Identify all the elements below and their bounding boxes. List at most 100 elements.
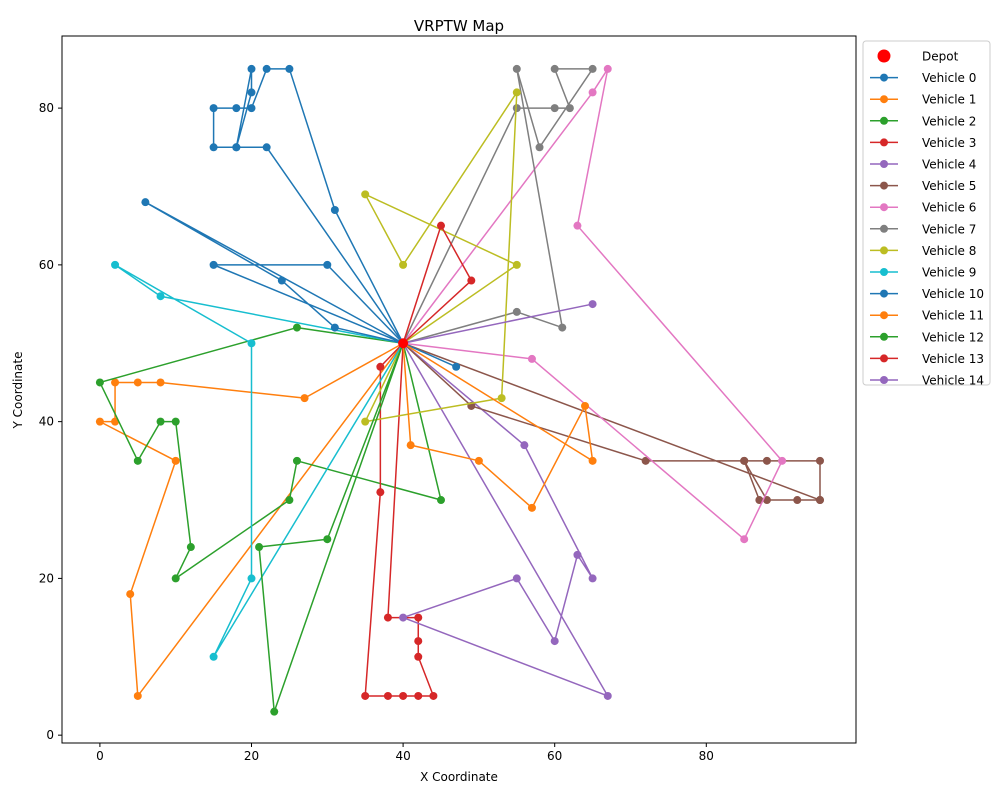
stop-point xyxy=(414,652,423,661)
legend-marker-swatch xyxy=(880,311,888,320)
stop-point xyxy=(512,64,521,73)
stop-point xyxy=(399,691,408,700)
legend-marker-swatch xyxy=(880,181,888,190)
plot-area xyxy=(95,64,824,716)
legend: Depot Vehicle 0 Vehicle 1 Vehicle 2 Vehicle … xyxy=(862,40,991,388)
stop-point xyxy=(209,104,218,113)
series-vehicle-8 xyxy=(361,88,521,426)
stop-point xyxy=(111,260,120,269)
stop-point xyxy=(535,143,544,152)
x-tick-label: 20 xyxy=(244,749,259,763)
legend-label: Vehicle 7 xyxy=(922,222,976,236)
stop-point xyxy=(467,276,476,285)
legend-label: Vehicle 13 xyxy=(922,352,984,366)
series-vehicle-4 xyxy=(399,339,612,700)
legend-marker-swatch xyxy=(880,332,888,341)
y-tick-label: 80 xyxy=(39,101,54,115)
stop-point xyxy=(793,496,802,505)
legend-label: Vehicle 1 xyxy=(922,93,976,107)
stop-point xyxy=(323,535,332,544)
stop-point xyxy=(330,323,339,332)
stop-point xyxy=(399,613,408,622)
stop-point xyxy=(406,441,415,450)
legend-label: Vehicle 8 xyxy=(922,244,976,258)
legend-item: Vehicle 0 xyxy=(870,71,976,85)
stop-point xyxy=(156,417,165,426)
stop-point xyxy=(361,190,370,199)
stop-point xyxy=(414,613,423,622)
stop-point xyxy=(330,206,339,215)
stop-point xyxy=(292,323,301,332)
stop-point xyxy=(262,64,271,73)
stop-point xyxy=(573,550,582,559)
route-line xyxy=(402,342,821,501)
stop-point xyxy=(565,104,574,113)
stop-point xyxy=(740,535,749,544)
stop-point xyxy=(285,496,294,505)
stop-point xyxy=(376,362,385,371)
stop-point xyxy=(641,456,650,465)
stop-point xyxy=(247,574,256,583)
y-tick-label: 60 xyxy=(39,258,54,272)
route-line xyxy=(402,342,609,697)
stop-point xyxy=(815,496,824,505)
x-tick-label: 80 xyxy=(699,749,714,763)
legend-item: Vehicle 6 xyxy=(870,201,976,215)
legend-label: Vehicle 5 xyxy=(922,179,976,193)
stop-point xyxy=(588,574,597,583)
stop-point xyxy=(550,637,559,646)
legend-label: Vehicle 11 xyxy=(922,309,984,323)
stop-point xyxy=(133,456,142,465)
stop-point xyxy=(436,496,445,505)
stop-point xyxy=(323,260,332,269)
stop-point xyxy=(292,456,301,465)
series-vehicle-14 xyxy=(399,300,597,348)
y-tick-label: 0 xyxy=(46,728,54,742)
stop-point xyxy=(277,276,286,285)
stop-point xyxy=(247,104,256,113)
stop-point xyxy=(133,378,142,387)
legend-frame xyxy=(862,40,991,386)
stop-point xyxy=(156,292,165,301)
legend-marker-swatch xyxy=(880,246,888,255)
stop-point xyxy=(588,64,597,73)
legend-label: Vehicle 10 xyxy=(922,287,984,301)
route-line xyxy=(99,326,442,580)
route-line xyxy=(364,91,518,423)
route-line xyxy=(364,342,435,697)
legend-marker-swatch xyxy=(880,376,888,384)
stop-point xyxy=(603,64,612,73)
legend-item: Vehicle 14 xyxy=(870,374,984,388)
stop-point xyxy=(474,456,483,465)
stop-point xyxy=(512,88,521,97)
legend-item: Vehicle 9 xyxy=(870,266,976,280)
stop-point xyxy=(550,64,559,73)
legend-item: Vehicle 5 xyxy=(870,179,976,193)
stop-point xyxy=(550,104,559,113)
stop-point xyxy=(361,691,370,700)
stop-point xyxy=(247,339,256,348)
x-tick-label: 40 xyxy=(395,749,410,763)
stop-point xyxy=(156,378,165,387)
legend-marker-swatch xyxy=(880,138,888,147)
legend-label: Depot xyxy=(922,50,959,64)
legend-marker-swatch xyxy=(880,268,888,276)
stop-point xyxy=(512,104,521,113)
series-vehicle-1 xyxy=(95,339,408,700)
stop-point xyxy=(141,198,150,207)
stop-point xyxy=(186,543,195,552)
legend-marker-swatch xyxy=(880,116,888,125)
legend-item: Vehicle 11 xyxy=(870,309,984,323)
stop-point xyxy=(520,441,529,450)
stop-point xyxy=(111,378,120,387)
route-line xyxy=(402,68,783,540)
legend-marker-swatch xyxy=(880,354,888,363)
chart-title: VRPTW Map xyxy=(414,17,504,35)
y-axis-ticks: 0 20 40 60 80 xyxy=(39,101,62,742)
y-tick-label: 20 xyxy=(39,571,54,585)
route-line xyxy=(258,342,404,713)
x-tick-label: 0 xyxy=(96,749,104,763)
stop-point xyxy=(512,307,521,316)
stop-point xyxy=(588,88,597,97)
